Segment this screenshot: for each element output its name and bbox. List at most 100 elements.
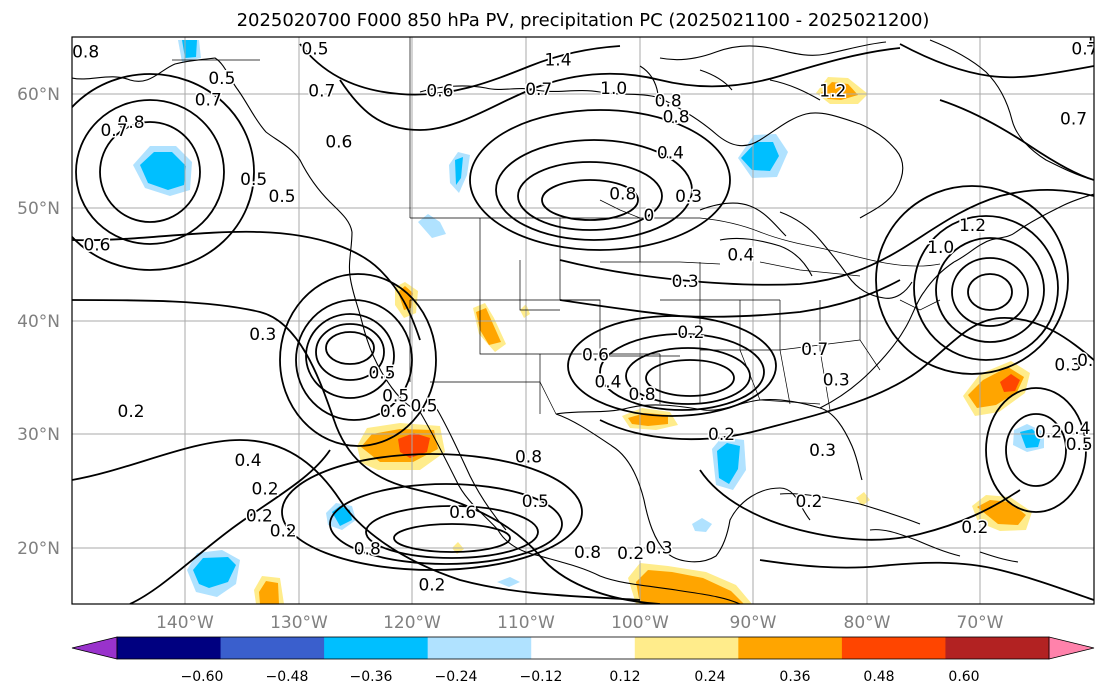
precip-blob-neg — [140, 152, 186, 190]
lon-tick-label: 130°W — [270, 613, 328, 633]
contour-label: 0.7 — [1071, 39, 1098, 59]
colorbar-tick-label: 0.12 — [609, 669, 640, 685]
contour-label: 1.2 — [819, 81, 846, 101]
colorbar-cell — [945, 637, 1050, 659]
colorbar-cell — [220, 637, 325, 659]
contour-label: 0.4 — [727, 246, 754, 266]
contour-label: 0.5 — [269, 187, 296, 207]
contour-label: 0.6 — [582, 346, 609, 366]
lon-tick-label: 70°W — [957, 613, 1004, 633]
contour-label: 0.2 — [677, 323, 704, 343]
colorbar-cell — [634, 637, 739, 659]
colorbar-tick-label: 0.24 — [694, 669, 725, 685]
contour-label: 0.8 — [574, 543, 601, 563]
contour-label: 0.8 — [609, 184, 636, 204]
contour-label: 1.2 — [959, 216, 986, 236]
lon-tick-label: 100°W — [611, 613, 669, 633]
contour-label: 0.5 — [301, 39, 328, 59]
colorbar-tick-label: 0.60 — [948, 669, 979, 685]
colorbar-tick-label: −0.36 — [350, 669, 393, 685]
contour-label: 0.5 — [240, 170, 267, 190]
contour-label: 0.3 — [646, 538, 673, 558]
contour-label: 0.7 — [525, 80, 552, 100]
contour-label: 0.8 — [354, 539, 381, 559]
political-borders — [172, 37, 941, 415]
contour-label: 0.8 — [72, 43, 99, 63]
contour-label: 0.4 — [234, 451, 261, 471]
contour-label: 0.7 — [100, 121, 127, 141]
colorbar-cell — [738, 637, 843, 659]
precip-blob-pos — [476, 308, 501, 345]
colorbar-tick-label: 0.36 — [779, 669, 810, 685]
contour-label: 1.0 — [600, 79, 627, 99]
lon-tick-label: 110°W — [497, 613, 555, 633]
precip-blob-neg — [418, 214, 446, 238]
contour-label: 0.8 — [663, 107, 690, 127]
contour-label: 0.8 — [655, 92, 682, 112]
contour-label: 0.6 — [325, 132, 352, 152]
contour-label: 0.5 — [522, 492, 549, 512]
colorbar-tick-labels: −0.60 −0.48 −0.36 −0.24 −0.12 0.12 0.24 … — [181, 669, 980, 685]
colorbar-cell — [841, 637, 946, 659]
precip-blob-pos — [259, 581, 279, 604]
contour-label: 0.6 — [426, 81, 453, 101]
lat-tick-label: 30°N — [17, 425, 60, 445]
colorbar-cell — [531, 637, 636, 659]
contour-label: 0.2 — [246, 507, 273, 527]
contour-label: 0.3 — [809, 441, 836, 461]
precip-blob-pos — [636, 570, 744, 604]
contour-label: 0.2 — [1077, 351, 1104, 371]
contour-label: 0.2 — [418, 576, 445, 596]
lon-tick-label: 90°W — [730, 613, 777, 633]
contour-label: 0.2 — [961, 518, 988, 538]
contour-label: 0 — [643, 206, 654, 226]
precip-blob-neg — [497, 577, 520, 587]
contour-label: 1.0 — [927, 238, 954, 258]
colorbar-cell — [427, 637, 532, 659]
colorbar-extend-high — [1048, 636, 1095, 660]
precip-blob-neg — [741, 142, 779, 171]
precip-blob-neg — [717, 443, 740, 484]
precip-blob-neg — [193, 557, 236, 588]
contour-label: 1.4 — [544, 51, 571, 71]
contour-label: 0.2 — [617, 544, 644, 564]
lon-tick-labels: 140°W 130°W 120°W 110°W 100°W 90°W 80°W … — [156, 613, 1004, 633]
contour-label: 0.2 — [795, 492, 822, 512]
map-title: 2025020700 F000 850 hPa PV, precipitatio… — [237, 10, 930, 31]
precip-blob-pos — [821, 82, 858, 100]
precip-blob-neg — [692, 518, 712, 532]
contour-label: 0.2 — [252, 479, 279, 499]
contour-label: 0.6 — [449, 503, 476, 523]
contour-label: 0.7 — [308, 81, 335, 101]
map-frame — [71, 36, 1095, 605]
contour-label: 0.8 — [515, 448, 542, 468]
contour-label: 0.5 — [368, 364, 395, 384]
precip-blob-pos — [398, 433, 430, 458]
contour-label: 0.5 — [410, 397, 437, 417]
precip-blob-neg — [182, 40, 197, 58]
contour-label: 0.3 — [823, 370, 850, 390]
contour-label: 0.7 — [1060, 110, 1087, 130]
lat-tick-label: 20°N — [17, 539, 60, 559]
contour-label: 1.0 — [1085, 31, 1105, 51]
contour-label: 0.4 — [1063, 419, 1090, 439]
colorbar-tick-label: −0.48 — [266, 669, 309, 685]
lat-tick-label: 60°N — [17, 85, 60, 105]
lon-tick-label: 80°W — [844, 613, 891, 633]
contour-label: 0.3 — [672, 272, 699, 292]
contour-label: 0.3 — [1054, 356, 1081, 376]
precip-blob-pos — [1000, 374, 1020, 392]
lon-tick-label: 140°W — [156, 613, 214, 633]
contour-label-layer: 0.80.70.50.50.70.80.70.50.50.60.60.6 0.7 1… — [72, 31, 1105, 597]
lon-tick-label: 120°W — [383, 613, 441, 633]
contour-label: 0.5 — [1066, 435, 1093, 455]
pv-contours — [72, 43, 1094, 604]
contour-label: 0.4 — [594, 373, 621, 393]
coastlines — [72, 39, 1094, 604]
contour-label: 0.8 — [118, 113, 145, 133]
precip-blob-neg — [455, 157, 463, 185]
colorbar: −0.60 −0.48 −0.36 −0.24 −0.12 0.12 0.24 … — [71, 636, 1095, 685]
lat-tick-label: 40°N — [17, 312, 60, 332]
contour-label: 0.6 — [83, 236, 110, 256]
